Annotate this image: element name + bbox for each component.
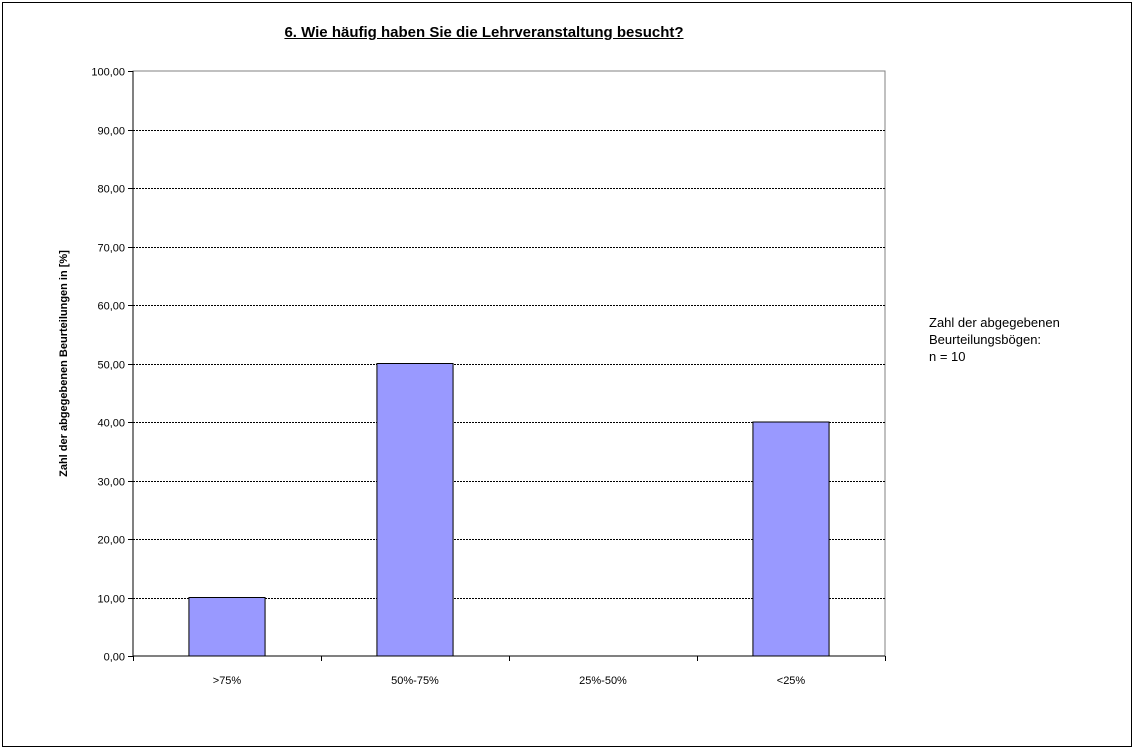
note-line-3: n = 10 [929,349,966,364]
y-tick-label: 100,00 [91,67,125,79]
y-tick-label: 50,00 [97,360,125,372]
y-tick-label: 90,00 [97,126,125,138]
sample-size-note: Zahl der abgegebenen Beurteilungsbögen: … [929,314,1060,365]
note-line-2: Beurteilungsbögen: [929,332,1042,347]
y-tick-label: 30,00 [97,477,125,489]
x-tick-label: <25% [777,675,806,687]
y-axis-label: Zahl der abgegebenen Beurteilungen in [%… [58,250,70,477]
y-tick-label: 60,00 [97,301,125,313]
bar [376,363,454,657]
y-tick-label: 10,00 [97,594,125,606]
y-tick-label: 80,00 [97,184,125,196]
chart-title: 6. Wie häufig haben Sie die Lehrveransta… [284,24,684,41]
x-tick-label: >75% [213,675,242,687]
y-tick-label: 20,00 [97,535,125,547]
y-tick-label: 0,00 [104,652,125,664]
x-tick-label: 50%-75% [391,675,439,687]
y-tick-label: 40,00 [97,418,125,430]
bar [188,597,266,657]
bar [752,421,830,657]
x-tick-label: 25%-50% [579,675,627,687]
note-line-1: Zahl der abgegebenen [929,315,1060,330]
y-tick-label: 70,00 [97,243,125,255]
